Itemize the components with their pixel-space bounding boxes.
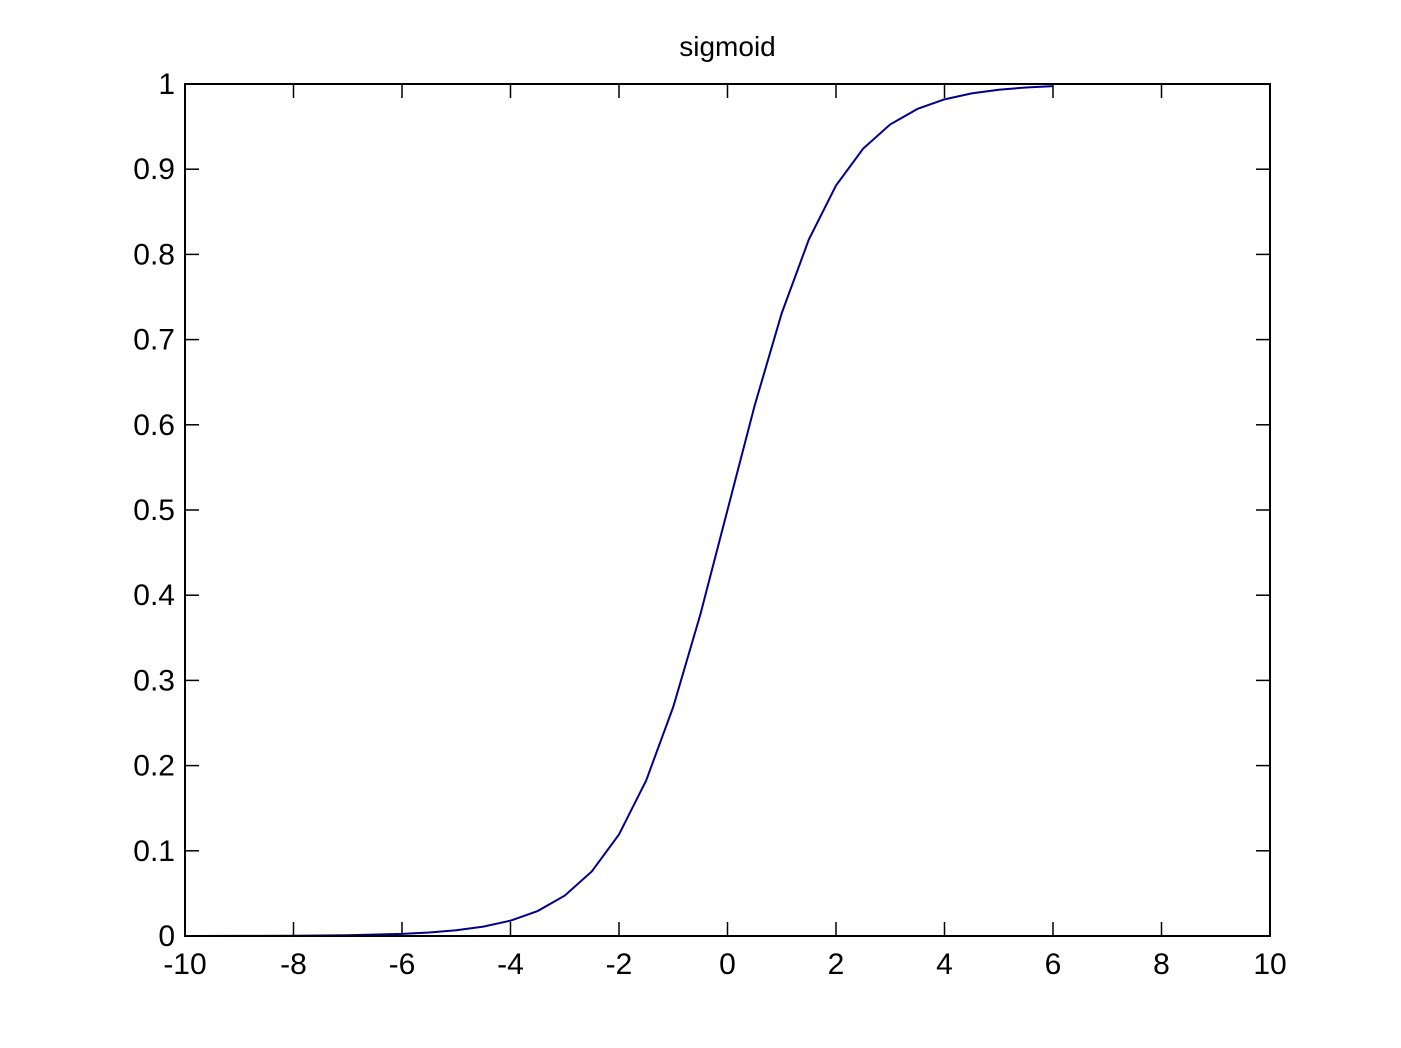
x-tick-label: 10 <box>1253 948 1286 981</box>
y-tick-label: 0.3 <box>133 664 175 697</box>
x-tick-label: -10 <box>163 948 206 981</box>
y-tick-label: 0.8 <box>133 238 175 271</box>
y-tick-label: 0.1 <box>133 835 175 868</box>
y-tick-label: 0.2 <box>133 750 175 783</box>
x-tick-label: -8 <box>280 948 307 981</box>
axes-box <box>184 83 1271 937</box>
y-tick-label: 0.7 <box>133 324 175 357</box>
y-tick-label: 0.6 <box>133 409 175 442</box>
x-tick-label: -6 <box>389 948 416 981</box>
y-tick-label: 0.5 <box>133 494 175 527</box>
chart-title: sigmoid <box>679 31 775 62</box>
x-tick-label: -2 <box>606 948 633 981</box>
y-tick-label: 0.4 <box>133 579 175 612</box>
y-tick-label: 1 <box>158 68 175 101</box>
y-tick-label: 0.9 <box>133 153 175 186</box>
x-tick-label: 0 <box>719 948 736 981</box>
x-tick-label: 2 <box>828 948 845 981</box>
x-tick-label: -4 <box>497 948 524 981</box>
y-tick-label: 0 <box>158 920 175 953</box>
x-tick-label: 8 <box>1153 948 1170 981</box>
sigmoid-line <box>184 85 1054 937</box>
tick-labels: -10 -8 -6 -4 -2 0 2 4 6 8 10 0 0.1 0.2 0.3 0.4 0.5 0.6 0.7… <box>133 68 1286 981</box>
x-tick-label: 4 <box>936 948 953 981</box>
x-tick-label: 6 <box>1045 948 1062 981</box>
